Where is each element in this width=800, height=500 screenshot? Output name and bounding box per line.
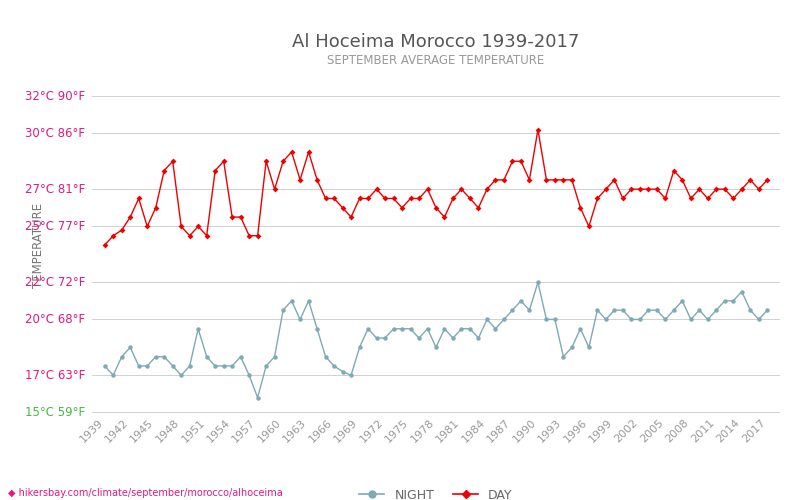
Text: 20°C 68°F: 20°C 68°F: [25, 313, 85, 326]
Text: 27°C 81°F: 27°C 81°F: [25, 182, 85, 196]
Text: 22°C 72°F: 22°C 72°F: [25, 276, 85, 288]
Text: 30°C 86°F: 30°C 86°F: [25, 127, 85, 140]
Text: 25°C 77°F: 25°C 77°F: [25, 220, 85, 233]
Text: 32°C 90°F: 32°C 90°F: [25, 90, 85, 102]
Text: SEPTEMBER AVERAGE TEMPERATURE: SEPTEMBER AVERAGE TEMPERATURE: [327, 54, 545, 66]
Text: 17°C 63°F: 17°C 63°F: [25, 369, 85, 382]
Title: Al Hoceima Morocco 1939-2017: Al Hoceima Morocco 1939-2017: [292, 33, 580, 51]
Text: 15°C 59°F: 15°C 59°F: [25, 406, 85, 419]
Y-axis label: TEMPERATURE: TEMPERATURE: [33, 202, 46, 288]
Legend: NIGHT, DAY: NIGHT, DAY: [354, 484, 518, 500]
Text: ◆ hikersbay.com/climate/september/morocco/alhoceima: ◆ hikersbay.com/climate/september/morocc…: [8, 488, 282, 498]
